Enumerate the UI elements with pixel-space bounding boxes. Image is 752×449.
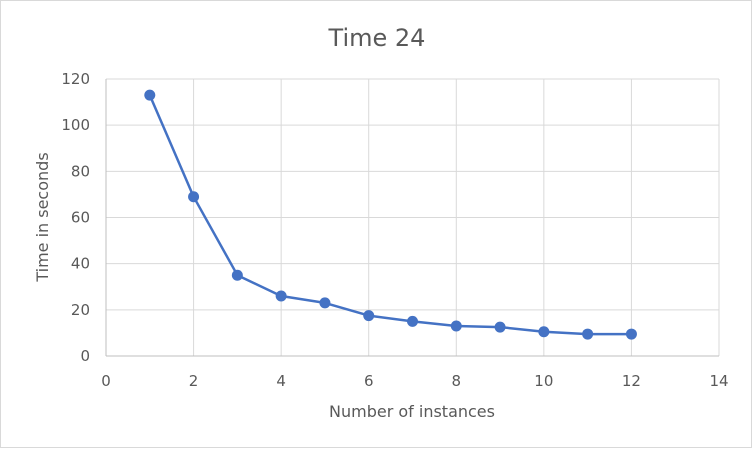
y-axis-label: Time in seconds [33, 152, 52, 282]
y-tick-label: 60 [71, 209, 90, 227]
data-point [319, 297, 331, 309]
y-tick-label: 120 [61, 70, 90, 88]
y-tick-label: 20 [71, 301, 90, 319]
x-tick-label: 10 [534, 372, 553, 390]
data-point [188, 191, 200, 203]
data-point [494, 321, 506, 333]
x-tick-label: 0 [101, 372, 111, 390]
axes [105, 79, 719, 357]
x-tick-label: 6 [364, 372, 374, 390]
y-tick-label: 0 [80, 347, 90, 365]
series-line [148, 94, 632, 336]
x-tick-label: 8 [452, 372, 462, 390]
data-point [450, 320, 462, 332]
data-point [407, 315, 418, 327]
chart-title: Time 24 [328, 24, 426, 52]
data-point [144, 89, 156, 101]
data-point [275, 290, 287, 302]
gridlines [106, 78, 720, 356]
x-tick-labels: 0 2 4 6 8 10 12 14 [101, 372, 728, 390]
data-point [582, 328, 594, 340]
x-tick-label: 14 [709, 372, 728, 390]
data-point [625, 328, 637, 340]
y-tick-labels: 0 20 40 60 80 100 120 [61, 70, 90, 365]
data-point [363, 310, 375, 322]
x-axis-label: Number of instances [329, 402, 495, 421]
data-point [231, 269, 243, 281]
data-point [538, 326, 550, 338]
y-tick-label: 80 [71, 162, 90, 180]
series [144, 89, 637, 340]
x-tick-label: 4 [276, 372, 286, 390]
x-tick-label: 12 [622, 372, 641, 390]
y-tick-label: 40 [71, 255, 90, 273]
y-tick-label: 100 [61, 116, 90, 134]
x-tick-label: 2 [189, 372, 199, 390]
